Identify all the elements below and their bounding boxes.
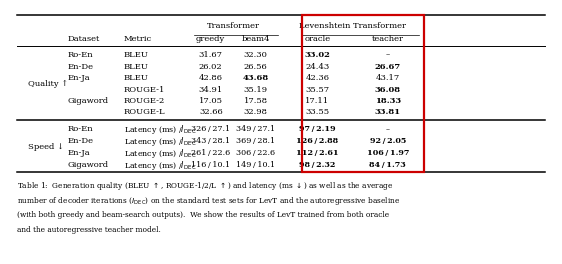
Text: 33.02: 33.02 — [305, 51, 330, 59]
Text: 112 / 2.61: 112 / 2.61 — [296, 149, 339, 157]
Text: Quality ↑: Quality ↑ — [28, 79, 69, 88]
Text: BLEU: BLEU — [124, 74, 148, 82]
Text: teacher: teacher — [372, 35, 404, 43]
Text: 42.86: 42.86 — [199, 74, 223, 82]
Text: 34.91: 34.91 — [198, 86, 223, 94]
Text: Metric: Metric — [124, 35, 152, 43]
Text: En-De: En-De — [67, 137, 93, 145]
Text: 26.02: 26.02 — [199, 63, 223, 70]
Text: Latency (ms) /$I_{\rm DEC}$: Latency (ms) /$I_{\rm DEC}$ — [124, 147, 196, 160]
Text: 35.19: 35.19 — [244, 86, 268, 94]
Text: Latency (ms) /$I_{\rm DEC}$: Latency (ms) /$I_{\rm DEC}$ — [124, 135, 196, 148]
Text: 98 / 2.32: 98 / 2.32 — [300, 161, 336, 169]
Text: Gigaword: Gigaword — [67, 97, 108, 105]
Text: 106 / 1.97: 106 / 1.97 — [366, 149, 409, 157]
Text: Table 1:  Generation quality (BLEU $\uparrow$, ROUGE-1/2/L $\uparrow$) and laten: Table 1: Generation quality (BLEU $\upar… — [17, 180, 393, 192]
Text: 17.05: 17.05 — [199, 97, 223, 105]
Text: beam4: beam4 — [242, 35, 270, 43]
Text: 26.67: 26.67 — [375, 63, 401, 70]
Text: Transformer: Transformer — [207, 22, 260, 30]
Text: 17.11: 17.11 — [306, 97, 329, 105]
Text: 26.56: 26.56 — [244, 63, 268, 70]
Text: ROUGE-L: ROUGE-L — [124, 109, 165, 116]
Text: Latency (ms) /$I_{\rm DEC}$: Latency (ms) /$I_{\rm DEC}$ — [124, 158, 196, 172]
Text: 116 / 10.1: 116 / 10.1 — [191, 161, 230, 169]
Text: oracle: oracle — [305, 35, 330, 43]
Text: number of decoder iterations ($I_{\rm DEC}$) on the standard test sets for LevT : number of decoder iterations ($I_{\rm DE… — [17, 195, 400, 207]
Text: En-Ja: En-Ja — [67, 149, 90, 157]
Text: BLEU: BLEU — [124, 63, 148, 70]
Text: 32.98: 32.98 — [244, 109, 268, 116]
Text: 343 / 28.1: 343 / 28.1 — [191, 137, 230, 145]
Text: Levenshtein Transformer: Levenshtein Transformer — [299, 22, 406, 30]
Text: 97 / 2.19: 97 / 2.19 — [299, 125, 336, 133]
Text: Ro-En: Ro-En — [67, 51, 93, 59]
Bar — [302, 15, 424, 172]
Text: ROUGE-2: ROUGE-2 — [124, 97, 165, 105]
Text: and the autoregressive teacher model.: and the autoregressive teacher model. — [17, 226, 161, 234]
Text: En-De: En-De — [67, 63, 93, 70]
Text: 31.67: 31.67 — [199, 51, 223, 59]
Text: 17.58: 17.58 — [244, 97, 268, 105]
Text: 18.33: 18.33 — [375, 97, 401, 105]
Text: 369 / 28.1: 369 / 28.1 — [236, 137, 275, 145]
Text: 326 / 27.1: 326 / 27.1 — [191, 125, 230, 133]
Text: 24.43: 24.43 — [305, 63, 330, 70]
Text: En-Ja: En-Ja — [67, 74, 90, 82]
Text: 33.81: 33.81 — [375, 109, 401, 116]
Text: Latency (ms) /$I_{\rm DEC}$: Latency (ms) /$I_{\rm DEC}$ — [124, 123, 196, 136]
Text: 33.55: 33.55 — [306, 109, 329, 116]
Text: 42.36: 42.36 — [306, 74, 329, 82]
Text: Dataset: Dataset — [67, 35, 100, 43]
Text: Speed ↓: Speed ↓ — [28, 143, 64, 151]
Text: 349 / 27.1: 349 / 27.1 — [236, 125, 275, 133]
Text: BLEU: BLEU — [124, 51, 148, 59]
Text: –: – — [386, 51, 390, 59]
Text: 32.30: 32.30 — [244, 51, 268, 59]
Text: 261 / 22.6: 261 / 22.6 — [191, 149, 230, 157]
Text: ROUGE-1: ROUGE-1 — [124, 86, 165, 94]
Text: –: – — [386, 125, 390, 133]
Text: (with both greedy and beam-search outputs).  We show the results of LevT trained: (with both greedy and beam-search output… — [17, 211, 389, 219]
Text: 36.08: 36.08 — [375, 86, 401, 94]
Text: 43.17: 43.17 — [375, 74, 400, 82]
Text: 92 / 2.05: 92 / 2.05 — [370, 137, 406, 145]
Text: 149 / 10.1: 149 / 10.1 — [236, 161, 275, 169]
Text: greedy: greedy — [196, 35, 225, 43]
Text: 306 / 22.6: 306 / 22.6 — [236, 149, 275, 157]
Text: 84 / 1.73: 84 / 1.73 — [369, 161, 406, 169]
Text: 43.68: 43.68 — [243, 74, 269, 82]
Text: 35.57: 35.57 — [306, 86, 329, 94]
Text: 32.66: 32.66 — [199, 109, 223, 116]
Text: Ro-En: Ro-En — [67, 125, 93, 133]
Text: Gigaword: Gigaword — [67, 161, 108, 169]
Text: 126 / 2.88: 126 / 2.88 — [297, 137, 338, 145]
